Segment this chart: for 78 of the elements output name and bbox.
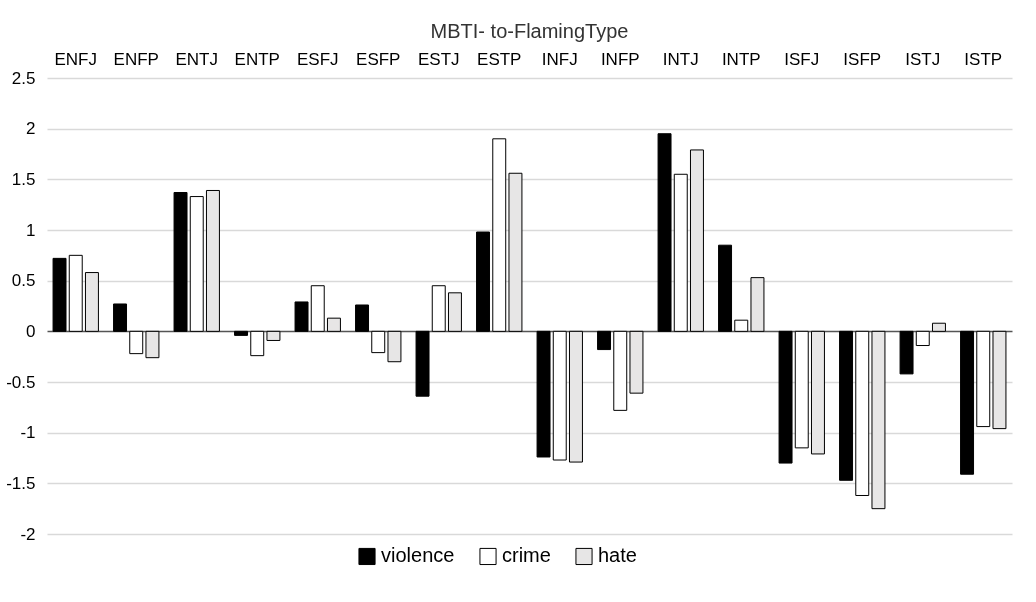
x-tick-label: ENTP (234, 49, 280, 69)
bar (84, 272, 99, 332)
y-tick-label: 2.5 (11, 68, 36, 88)
x-tick-label: INFJ (541, 49, 578, 69)
bar (992, 330, 1007, 430)
y-tick-label: -1 (20, 423, 36, 443)
bar (871, 330, 886, 510)
bar (492, 138, 507, 332)
bar (431, 285, 446, 332)
y-tick-label: 2 (26, 119, 36, 139)
bar (250, 330, 265, 357)
bar (536, 330, 551, 458)
x-tick-label: ESTP (477, 49, 522, 69)
bar (597, 330, 612, 351)
bar (68, 254, 83, 332)
bar (294, 301, 309, 332)
bar (371, 330, 386, 354)
bar (234, 330, 249, 336)
bar (750, 277, 765, 332)
bar (205, 189, 220, 332)
bar (778, 330, 793, 464)
x-tick-label: INTP (721, 49, 761, 69)
x-tick-label: ENTJ (175, 49, 218, 69)
bar (960, 330, 975, 475)
y-tick-label: 1.5 (11, 169, 36, 189)
y-tick-label: -0.5 (6, 372, 36, 392)
bar (568, 330, 583, 463)
bar (113, 303, 128, 332)
bar (689, 149, 704, 332)
x-tick-label: INFP (600, 49, 640, 69)
bar (52, 257, 67, 332)
bar (839, 330, 854, 481)
bar (855, 330, 870, 496)
bar (657, 133, 672, 332)
bar (734, 319, 749, 332)
bar (189, 196, 204, 332)
bar (552, 330, 567, 461)
bar (266, 330, 281, 341)
legend-label: crime (502, 544, 551, 567)
bar (915, 330, 930, 347)
legend-label: hate (598, 544, 637, 567)
bar (355, 304, 370, 332)
bar (613, 330, 628, 411)
y-tick-label: 1 (26, 220, 36, 240)
y-tick-label: -2 (20, 524, 36, 544)
x-tick-label: ISFP (843, 49, 882, 69)
bar (310, 285, 325, 332)
chart-title: MBTI- to-FlamingType (430, 20, 629, 42)
bar (810, 330, 825, 455)
x-tick-label: INTJ (662, 49, 699, 69)
bar (976, 330, 991, 428)
x-tick-label: ENFJ (54, 49, 97, 69)
x-tick-label: ESTJ (417, 49, 460, 69)
x-tick-label: ENFP (113, 49, 159, 69)
y-tick-label: 0 (26, 321, 36, 341)
bar (931, 322, 946, 332)
y-tick-label: -1.5 (6, 473, 36, 493)
x-tick-label: ESFP (356, 49, 401, 69)
bar (794, 330, 809, 449)
bar (899, 330, 914, 375)
bar (415, 330, 430, 397)
y-tick-label: 0.5 (11, 271, 36, 291)
bar (145, 330, 160, 359)
bar (447, 292, 462, 332)
x-tick-label: ISFJ (784, 49, 820, 69)
x-tick-label: ISTJ (905, 49, 941, 69)
x-tick-label: ISTP (964, 49, 1003, 69)
bar (129, 330, 144, 355)
bar (173, 192, 188, 332)
bar (387, 330, 402, 363)
legend-label: violence (381, 544, 455, 567)
bar (476, 231, 491, 332)
bar (629, 330, 644, 394)
bar (718, 244, 733, 332)
bar (508, 172, 523, 332)
bar (673, 173, 688, 332)
bar (326, 317, 341, 332)
x-tick-label: ESFJ (296, 49, 339, 69)
